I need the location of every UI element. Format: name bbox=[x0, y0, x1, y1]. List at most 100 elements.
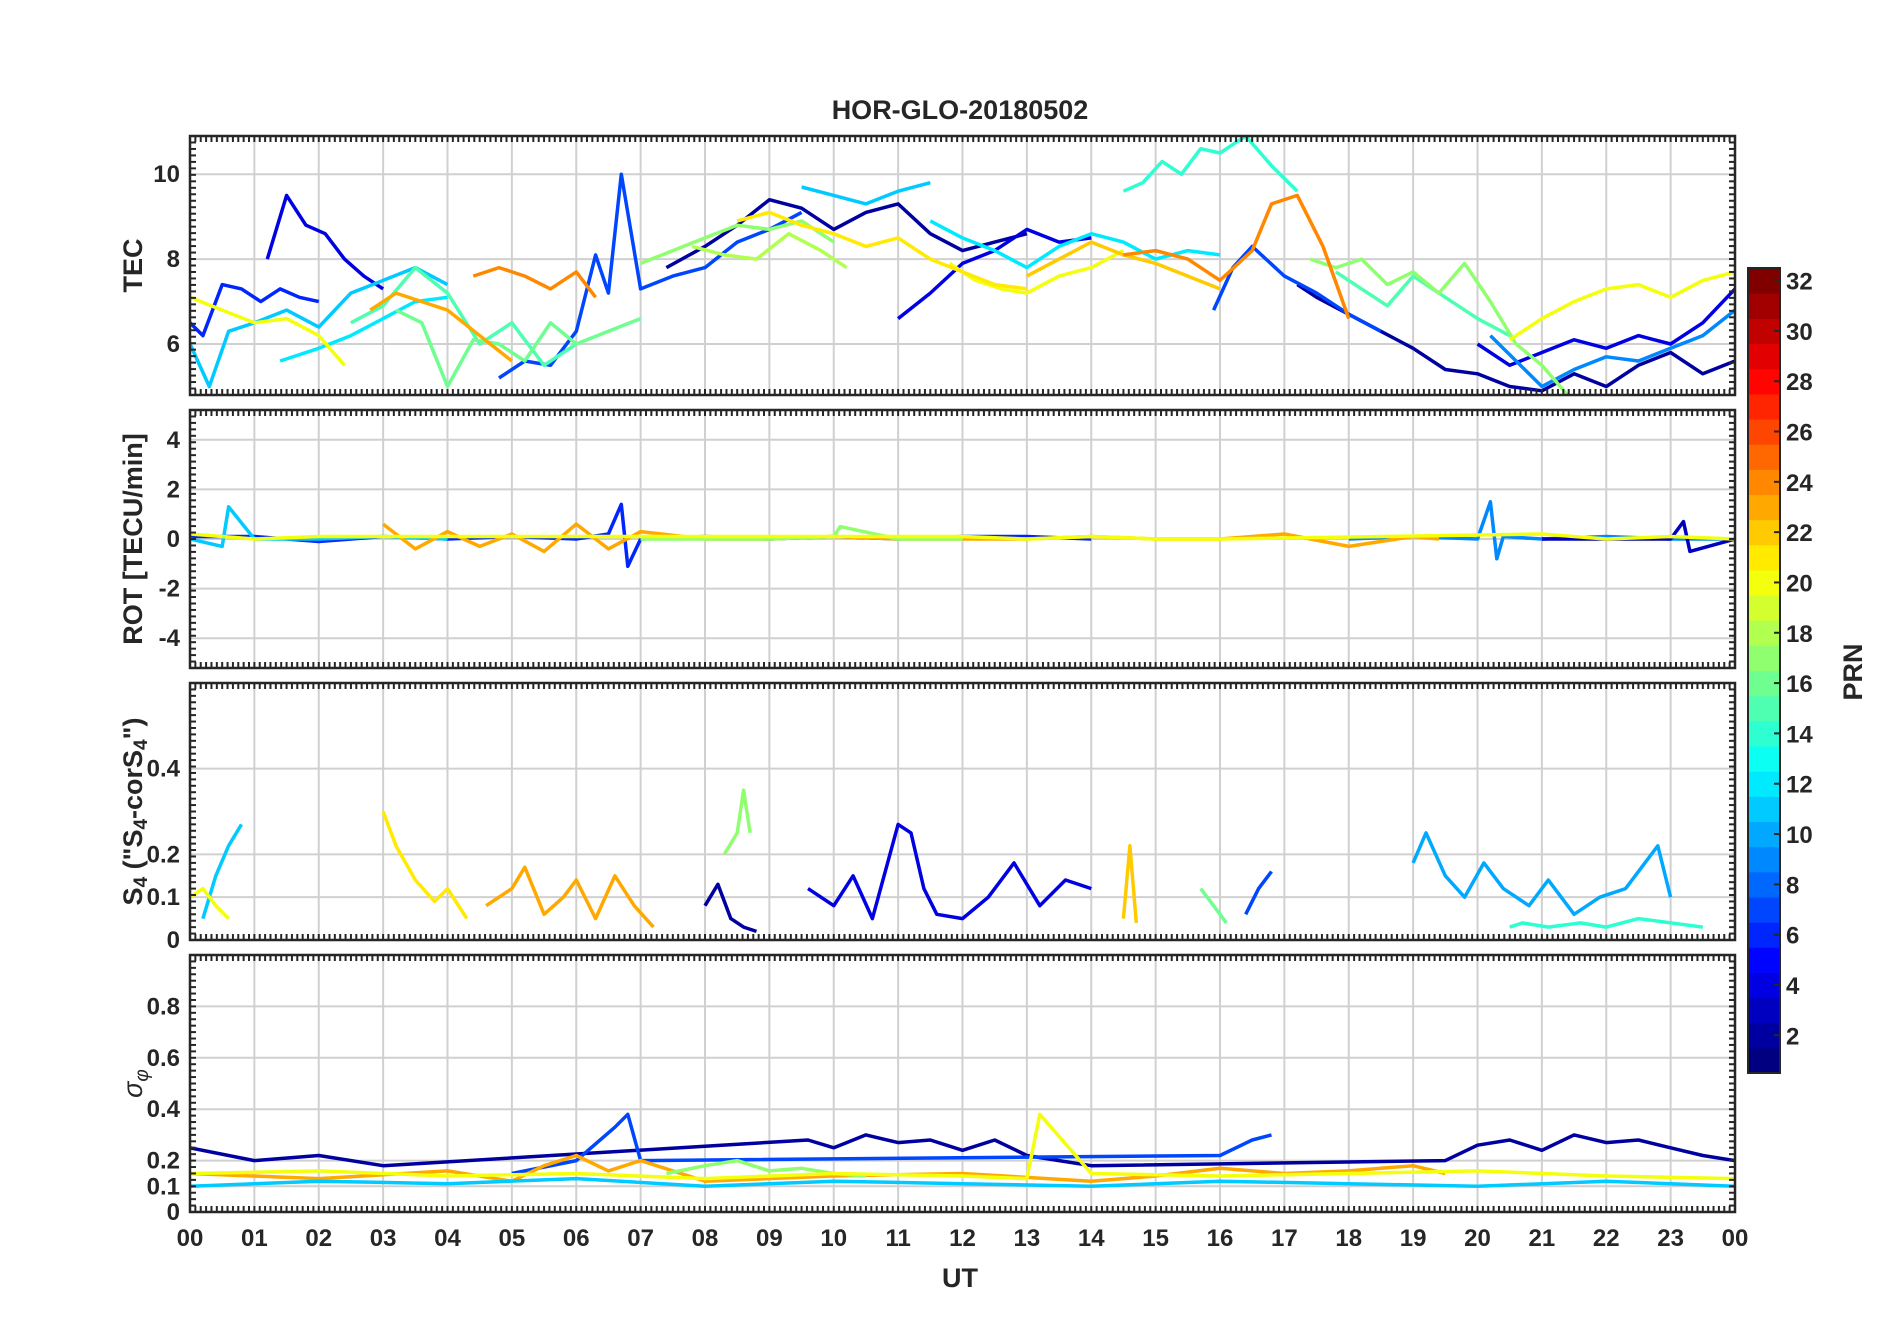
series-line bbox=[1489, 308, 1735, 389]
series-line bbox=[381, 810, 469, 920]
x-tick-label: 13 bbox=[1014, 1225, 1041, 1252]
series-line bbox=[472, 265, 597, 299]
colorbar-segment bbox=[1748, 1047, 1780, 1074]
colorbar-segment bbox=[1748, 544, 1780, 571]
colorbar-segment bbox=[1748, 947, 1780, 973]
colorbar-segment bbox=[1748, 444, 1780, 470]
y-tick-label: 0.1 bbox=[147, 884, 180, 911]
series-line bbox=[1411, 831, 1673, 917]
colorbar-tick-label: 22 bbox=[1786, 520, 1813, 547]
x-tick-label: 15 bbox=[1142, 1225, 1169, 1252]
colorbar-label: PRN bbox=[1838, 643, 1868, 700]
series-line bbox=[1509, 916, 1704, 929]
colorbar-tick-label: 6 bbox=[1786, 923, 1799, 950]
x-axis-label: UT bbox=[942, 1263, 978, 1293]
series-line bbox=[1122, 136, 1299, 193]
series-line bbox=[1123, 193, 1351, 320]
x-tick-label: 07 bbox=[627, 1225, 654, 1252]
series-line bbox=[190, 532, 1735, 541]
x-tick-label: 02 bbox=[305, 1225, 332, 1252]
x-tick-label: 17 bbox=[1271, 1225, 1298, 1252]
series-line bbox=[485, 865, 655, 929]
colorbar-tick-label: 28 bbox=[1786, 369, 1813, 396]
series-line bbox=[1476, 287, 1735, 368]
colorbar-segment bbox=[1748, 796, 1780, 823]
colorbar-tick-label: 20 bbox=[1786, 570, 1813, 597]
x-tick-label: 22 bbox=[1593, 1225, 1620, 1252]
series-line bbox=[190, 1112, 1735, 1181]
series-line bbox=[736, 210, 1028, 291]
series-line bbox=[369, 291, 513, 363]
x-tick-label: 11 bbox=[885, 1225, 910, 1252]
colorbar-segment bbox=[1748, 343, 1780, 370]
x-tick-label: 05 bbox=[499, 1225, 526, 1252]
colorbar-segment bbox=[1748, 896, 1780, 923]
y-tick-label: -2 bbox=[159, 576, 180, 603]
x-tick-label: 14 bbox=[1078, 1225, 1105, 1252]
series-line bbox=[190, 1176, 1735, 1189]
colorbar-tick-label: 24 bbox=[1786, 470, 1813, 497]
y-tick-label: 6 bbox=[167, 331, 180, 358]
y-tick-label: 0 bbox=[167, 1199, 180, 1226]
y-tick-label: 0 bbox=[167, 526, 180, 553]
colorbar-tick-label: 32 bbox=[1786, 269, 1813, 296]
y-tick-label: 8 bbox=[167, 246, 180, 273]
series-line bbox=[1199, 887, 1228, 924]
series-line bbox=[511, 1112, 1272, 1176]
series-line bbox=[1121, 844, 1139, 924]
y-tick-label: 0.2 bbox=[147, 1148, 180, 1175]
x-tick-label: 12 bbox=[949, 1225, 976, 1252]
colorbar-segment bbox=[1748, 595, 1780, 621]
series-line bbox=[801, 181, 931, 206]
y-tick-label: 2 bbox=[167, 476, 180, 503]
x-tick-label: 16 bbox=[1207, 1225, 1234, 1252]
colorbar: 32 30 28 26 24 22 20 18 16 14 12 10 8 6 4 2 bbox=[1747, 267, 1813, 1074]
colorbar-tick-label: 12 bbox=[1786, 772, 1813, 799]
y-tick-label: -4 bbox=[159, 625, 181, 652]
colorbar-tick-label: 2 bbox=[1786, 1023, 1799, 1050]
colorbar-segment bbox=[1748, 846, 1780, 873]
series-line bbox=[639, 219, 835, 266]
colorbar-tick-label: 8 bbox=[1786, 872, 1799, 899]
series-line bbox=[190, 282, 320, 338]
x-tick-label: 20 bbox=[1464, 1225, 1491, 1252]
colorbar-tick-label: 14 bbox=[1786, 721, 1813, 748]
chart-title: HOR-GLO-20180502 bbox=[832, 95, 1089, 125]
colorbar-segment bbox=[1748, 494, 1780, 521]
series-line bbox=[1244, 870, 1273, 916]
colorbar-tick-label: 4 bbox=[1786, 973, 1800, 1000]
x-tick-label: 21 bbox=[1529, 1225, 1556, 1252]
y-axis-label: ROT [TECU/min] bbox=[118, 433, 148, 644]
series-group bbox=[190, 1112, 1735, 1189]
series-line bbox=[807, 822, 1092, 921]
x-tick-label: 18 bbox=[1335, 1225, 1362, 1252]
x-tick-label: 08 bbox=[692, 1225, 719, 1252]
colorbar-tick-label: 10 bbox=[1786, 822, 1813, 849]
series-line bbox=[1309, 257, 1569, 395]
panel-rot: 4 2 0 -2 -4 ROT [TECU/min] bbox=[118, 408, 1737, 670]
colorbar-tick-label: 18 bbox=[1786, 621, 1813, 648]
series-line bbox=[190, 886, 230, 920]
colorbar-segment bbox=[1748, 695, 1780, 722]
colorbar-tick-label: 16 bbox=[1786, 671, 1813, 698]
y-axis-label: TEC bbox=[118, 239, 148, 293]
panel-sigma: 0.8 0.6 0.4 0.20.10 σφ 00 01 02 03 04 05 06 07 08 09 10… bbox=[118, 953, 1748, 1252]
series-line bbox=[1334, 270, 1511, 338]
y-tick-label: 0.8 bbox=[147, 993, 180, 1020]
y-tick-label: 0.2 bbox=[147, 841, 180, 868]
x-tick-label: 10 bbox=[820, 1225, 847, 1252]
x-tick-label: 06 bbox=[563, 1225, 590, 1252]
series-line bbox=[948, 249, 1125, 295]
x-tick-label: 23 bbox=[1657, 1225, 1684, 1252]
y-tick-label: 0.4 bbox=[147, 1096, 181, 1123]
colorbar-segment bbox=[1748, 393, 1780, 420]
x-tick-label: 03 bbox=[370, 1225, 397, 1252]
y-tick-label: 0 bbox=[167, 927, 180, 954]
series-line bbox=[190, 265, 449, 389]
x-tick-label: 09 bbox=[756, 1225, 783, 1252]
y-axis-label: σφ bbox=[118, 1069, 153, 1098]
series-line bbox=[265, 193, 385, 291]
y-tick-label: 0.4 bbox=[147, 756, 181, 783]
series-line bbox=[498, 172, 803, 380]
